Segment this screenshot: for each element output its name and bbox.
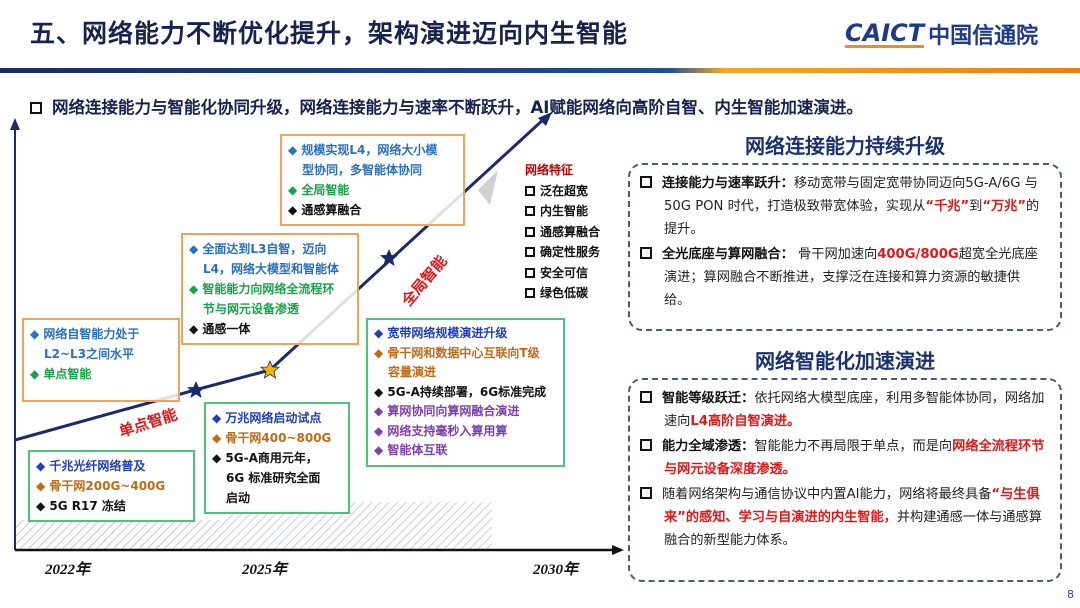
star-icon [259,359,281,379]
trend-arrow-icon [478,170,498,205]
feature-item: 内生智能 [525,201,600,222]
checkbox-icon [30,102,42,114]
box-item: ◆ 骨干网200G~400G [36,479,166,493]
section-heading-connectivity: 网络连接能力持续升级 [745,134,945,158]
page-title: 五、网络能力不断优化提升，架构演进迈向内生智能 [30,19,629,48]
box-item: ◆ 5G R17 冻结 [36,499,126,513]
box-item: ◆ 5G-A持续部署，6G标准完成 [374,384,547,399]
network-features-list: 网络特征 泛在超宽 内生智能 通感算融合 确定性服务 安全可信 绿色低碳 [525,160,600,304]
box-item: 节与网元设备渗透 [203,302,300,316]
milestone-box-2022-intelligence: ◆ 网络自智能力处于 L2~L3之间水平 ◆ 单点智能 [22,318,180,402]
milestone-box-2022-network: ◆ 千兆光纤网络普及 ◆ 骨干网200G~400G ◆ 5G R17 冻结 [28,450,195,522]
box-item: ◆ 5G-A商用元年， [212,451,318,465]
year-label: 2022年 [45,562,91,578]
box-item: ◆ 智能体互联 [374,443,448,457]
box-item: ◆ 骨干网和数据中心互联向T级 [374,345,540,360]
checkbox-icon [640,487,652,499]
box-item: ◆ 智能能力向网络全流程环 [189,282,335,296]
bullet-paragraph: 全光底座与算网融合： 骨干网加速向400G/800G超宽全光底座演进；算网融合不… [640,243,1046,312]
feature-item: 通感算融合 [525,222,600,243]
box-item: ◆ 宽带网络规模演进升级 [374,326,508,340]
star-icon [187,381,205,398]
box-item: L2~L3之间水平 [44,347,135,361]
box-item: ◆ 算网协同向算网融合演进 [374,404,520,418]
box-item: L4，网络大模型和智能体 [203,262,339,276]
box-item: ◆ 全局智能 [288,183,350,197]
bullet-paragraph: 智能等级跃迁：依托网络大模型底座，利用多智能体协同，网络加速向L4高阶自智演进。 [640,387,1046,433]
box-item: ◆ 千兆光纤网络普及 [36,459,146,473]
bullet-paragraph: 连接能力与速率跃升：移动宽带与固定宽带协同迈向5G-A/6G 与 50G PON… [640,172,1046,241]
checkbox-icon [640,391,652,403]
box-item: ◆ 规模实现L4，网络大小模 [288,143,438,157]
checkbox-icon [525,226,535,237]
page-number: 8 [1067,588,1074,601]
box-item: ◆ 全面达到L3自智，迈向 [189,242,327,256]
box-item: ◆ 骨干网400~800G [212,431,332,445]
year-label: 2030年 [533,562,579,578]
checkbox-icon [640,439,652,451]
checkbox-icon [525,288,535,298]
growth-arrow-icon [538,112,552,126]
checkbox-icon [525,267,535,278]
box-item: ◆ 通感一体 [189,322,251,336]
section-heading-intelligence: 网络智能化加速演进 [755,349,935,373]
box-item: ◆ 通感算融合 [288,203,362,217]
checkbox-icon [525,206,535,216]
box-item: 型协同，多智能体协同 [302,163,423,177]
milestone-box-2030-intelligence: ◆ 规模实现L4，网络大小模 型协同，多智能体协同 ◆ 全局智能 ◆ 通感算融合 [280,134,465,226]
y-axis-arrow-icon [10,118,20,130]
milestone-box-2030-network: ◆ 宽带网络规模演进升级 ◆ 骨干网和数据中心互联向T级 容量演进 ◆ 5G-A… [366,318,565,467]
feature-item: 安全可信 [525,263,600,284]
box-item: ◆ 网络自智能力处于 [30,327,140,341]
features-title: 网络特征 [525,163,574,177]
box-item: 容量演进 [388,365,437,379]
box-item: ◆ 万兆网络启动试点 [212,411,322,425]
checkbox-icon [525,247,535,257]
intelligence-panel: 智能等级跃迁：依托网络大模型底座，利用多智能体协同，网络加速向L4高阶自智演进。… [628,378,1062,582]
feature-item: 确定性服务 [525,242,600,263]
box-item: ◆ 网络支持毫秒入算用算 [374,423,508,438]
connectivity-panel: 连接能力与速率跃升：移动宽带与固定宽带协同迈向5G-A/6G 与 50G PON… [628,163,1062,331]
header-divider [0,68,1080,73]
hatch-past [16,520,224,550]
subtitle: 网络连接能力与智能化协同升级，网络连接能力与速率不断跃升，AI赋能网络向高阶自智… [30,94,863,118]
star-icon [380,249,398,266]
bullet-paragraph: 随着网络架构与通信协议中内置AI能力，网络将最终具备“与生俱来”的感知、学习与自… [640,483,1046,552]
growth-line [14,116,547,442]
box-item: ◆ 单点智能 [30,367,92,381]
x-axis-arrow-icon [612,545,624,555]
checkbox-icon [640,247,652,259]
checkbox-icon [525,185,535,196]
year-label: 2025年 [242,562,288,578]
milestone-box-2025-network: ◆ 万兆网络启动试点 ◆ 骨干网400~800G ◆ 5G-A商用元年， 6G … [204,402,350,514]
box-item: 6G 标准研究全面 [226,471,321,485]
checkbox-icon [640,176,652,188]
box-item: 启动 [226,491,251,505]
feature-item: 绿色低碳 [525,283,600,304]
milestone-box-2025-intelligence: ◆ 全面达到L3自智，迈向 L4，网络大模型和智能体 ◆ 智能能力向网络全流程环… [181,233,359,345]
feature-item: 泛在超宽 [525,181,600,202]
bullet-paragraph: 能力全域渗透：智能能力不再局限于单点，而是向网络全流程环节与网元设备深度渗透。 [640,435,1046,481]
caict-logo: CAICT 中国信通院 [845,18,1039,49]
